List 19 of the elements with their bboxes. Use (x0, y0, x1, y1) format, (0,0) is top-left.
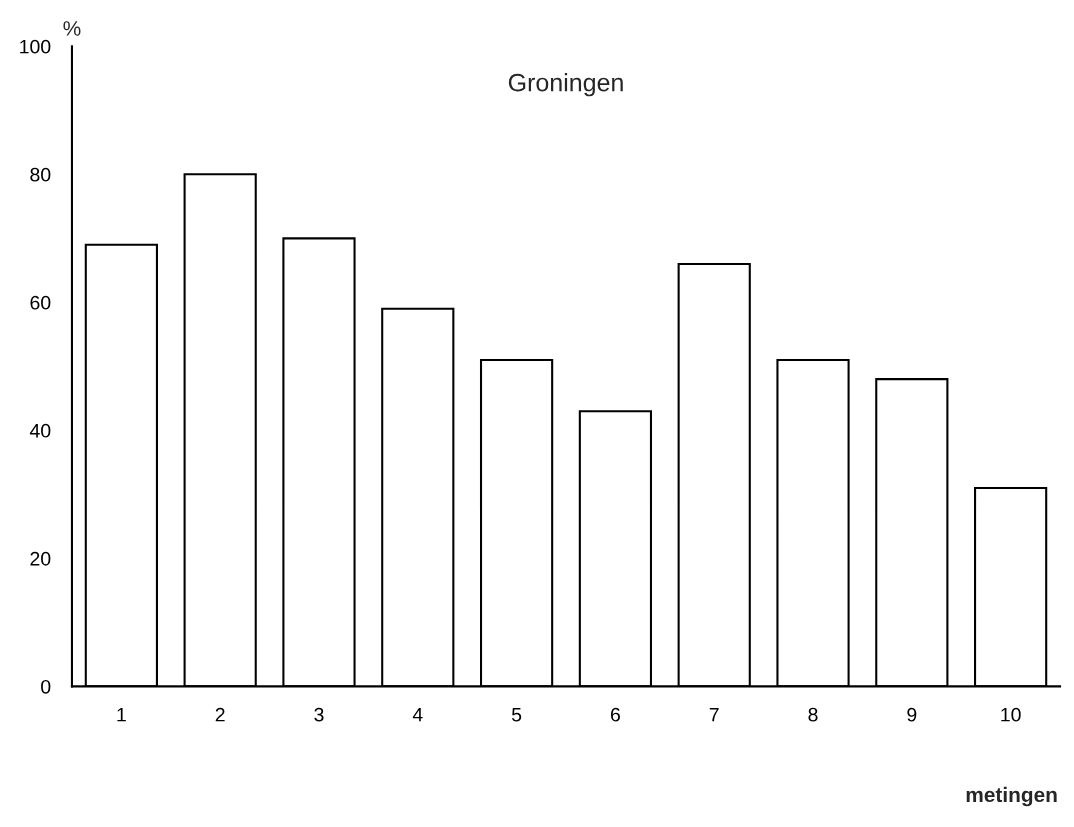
x-tick-label: 4 (412, 707, 423, 722)
y-tick-label: 40 (29, 423, 51, 438)
x-tick-label: 10 (1001, 707, 1021, 722)
x-tick-label: 9 (907, 707, 917, 722)
x-tick-label: 7 (709, 707, 719, 722)
x-tick-label: 8 (808, 707, 818, 722)
x-tick-label: 2 (215, 707, 225, 722)
text: Groningen (508, 73, 623, 97)
x-tick-label: 3 (314, 707, 324, 722)
x-tick-label: 1 (117, 707, 126, 722)
x-tick-label: 5 (511, 707, 522, 722)
y-tick-label: 20 (30, 551, 51, 566)
y-tick-label: 0 (41, 679, 51, 694)
y-tick-label: 100 (20, 39, 51, 54)
x-axis-title: metingen (966, 786, 1057, 807)
x-tick-label: 6 (610, 707, 620, 722)
y-tick-label: 60 (30, 295, 51, 310)
y-tick-label: 80 (30, 167, 51, 182)
y-axis-title: % (63, 21, 81, 36)
